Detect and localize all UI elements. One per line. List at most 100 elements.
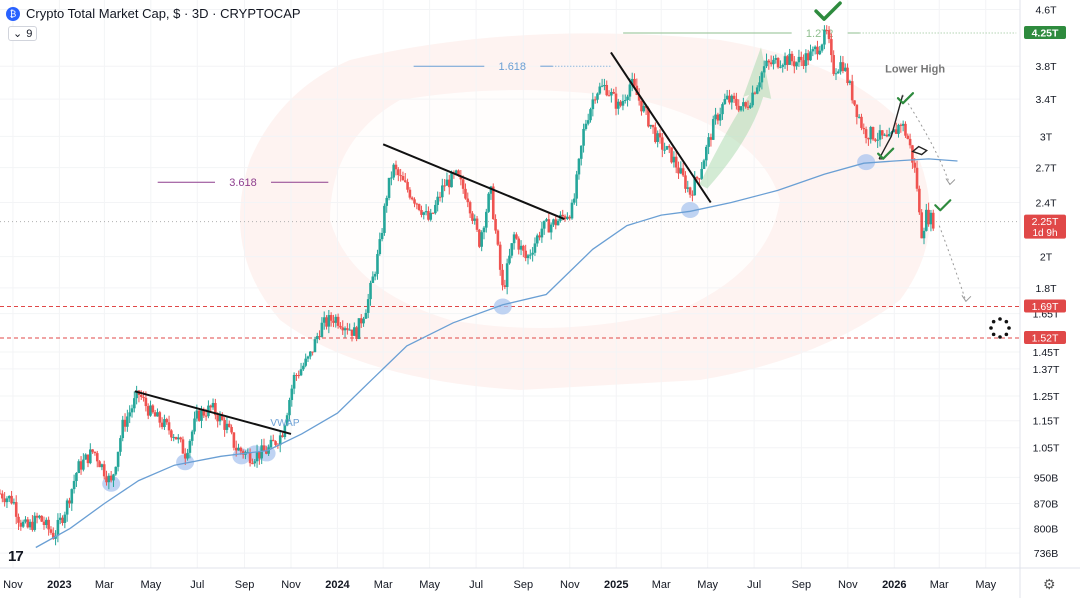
candle-body xyxy=(607,95,611,97)
x-tick-label: Mar xyxy=(652,579,671,591)
candle-body xyxy=(823,29,826,45)
candle-body xyxy=(742,102,745,107)
candle-body xyxy=(846,67,849,84)
candle-body xyxy=(362,318,365,324)
y-tick-label: 2.7T xyxy=(1035,163,1057,175)
candle-body xyxy=(897,124,900,134)
candle-body xyxy=(904,123,907,136)
candle-body xyxy=(707,137,710,147)
candle-body xyxy=(429,212,433,220)
candle-body xyxy=(14,502,18,517)
candle-body xyxy=(174,436,178,440)
candle-body xyxy=(255,451,259,462)
candle-body xyxy=(112,474,115,481)
candle-body xyxy=(364,312,368,319)
x-axis[interactable]: Nov 2023 Mar May Jul Sep Nov 2024 Mar May Jul Sep No… xyxy=(0,567,1080,591)
candle-body xyxy=(413,199,416,204)
gear-icon[interactable]: ⚙ xyxy=(1043,576,1056,592)
chart-title[interactable]: Crypto Total Market Cap, $ · 3D · CRYPTO… xyxy=(26,6,301,21)
candle-body xyxy=(40,515,43,522)
candle-body xyxy=(672,156,676,163)
candle-body xyxy=(315,336,319,340)
candle-body xyxy=(503,285,507,288)
x-tick-label: May xyxy=(697,579,718,591)
candle-body xyxy=(656,133,659,142)
tradingview-logo-icon[interactable]: 17 xyxy=(8,548,24,565)
candle-body xyxy=(918,188,921,213)
candle-body xyxy=(204,415,208,417)
candle-body xyxy=(806,53,810,61)
candle-body xyxy=(790,53,794,62)
candle-body xyxy=(334,316,338,323)
candle-body xyxy=(123,419,127,427)
candle-body xyxy=(908,138,912,146)
candle-body xyxy=(302,365,305,370)
candle-body xyxy=(767,60,771,63)
candle-body xyxy=(804,53,808,67)
candle-body xyxy=(563,216,567,220)
candle-body xyxy=(501,269,504,286)
candle-body xyxy=(461,179,465,189)
candle-body xyxy=(466,198,470,203)
candle-body xyxy=(862,127,866,130)
candle-body xyxy=(512,234,516,244)
candle-body xyxy=(573,198,576,203)
candle-body xyxy=(380,232,384,240)
candle-body xyxy=(765,60,768,67)
candle-body xyxy=(306,356,310,359)
candle-body xyxy=(151,405,155,413)
touch-point xyxy=(681,202,700,219)
candle-body xyxy=(584,123,588,129)
candle-body xyxy=(667,146,671,148)
candle-body xyxy=(116,451,120,467)
indicators-toggle[interactable]: ⌄ 9 xyxy=(8,26,38,41)
candle-body xyxy=(153,412,157,417)
y-tick-label: 736B xyxy=(1034,548,1059,560)
candle-body xyxy=(818,50,822,55)
candle-body xyxy=(598,86,602,94)
y-axis[interactable]: 4.6T3.8T3.4T3T2.7T2.4T2T1.8T1.65T1.45T1.… xyxy=(1019,0,1066,598)
projection-path xyxy=(938,225,967,302)
candle-body xyxy=(471,213,474,221)
candle-body xyxy=(211,402,215,408)
candle-body xyxy=(33,515,37,530)
candle-body xyxy=(369,282,372,300)
candle-body xyxy=(700,168,703,179)
trendline xyxy=(610,51,712,204)
candle-body xyxy=(209,405,213,408)
candle-body xyxy=(813,46,817,50)
candle-body xyxy=(510,243,514,256)
x-tick-label: 2023 xyxy=(47,579,71,591)
candle-body xyxy=(89,449,92,464)
candle-body xyxy=(830,39,833,56)
projection-arrow xyxy=(699,47,772,189)
candle-body xyxy=(47,519,50,530)
trendline xyxy=(382,143,565,220)
candle-body xyxy=(540,228,544,238)
candle-body xyxy=(387,177,391,198)
candle-body xyxy=(811,49,815,52)
annotations: Lower High xyxy=(885,64,945,76)
touch-point xyxy=(857,154,876,171)
candle-body xyxy=(795,62,798,67)
candle-body xyxy=(56,519,60,536)
candle-body xyxy=(84,454,87,460)
candle-body xyxy=(637,94,641,101)
candle-body xyxy=(716,114,720,121)
candle-body xyxy=(776,58,780,68)
candle-body xyxy=(693,176,697,196)
candle-body xyxy=(346,328,349,330)
candle-body xyxy=(320,322,324,337)
candle-body xyxy=(841,62,845,71)
candle-body xyxy=(397,169,400,176)
candle-body xyxy=(691,194,694,196)
candle-body xyxy=(929,212,933,225)
candle-body xyxy=(68,500,71,504)
candle-body xyxy=(366,299,370,313)
candle-body xyxy=(491,186,495,220)
annotation-label: Lower High xyxy=(885,64,945,76)
candle-body xyxy=(605,84,609,96)
check-icon xyxy=(877,147,895,160)
check-icon xyxy=(934,199,952,212)
